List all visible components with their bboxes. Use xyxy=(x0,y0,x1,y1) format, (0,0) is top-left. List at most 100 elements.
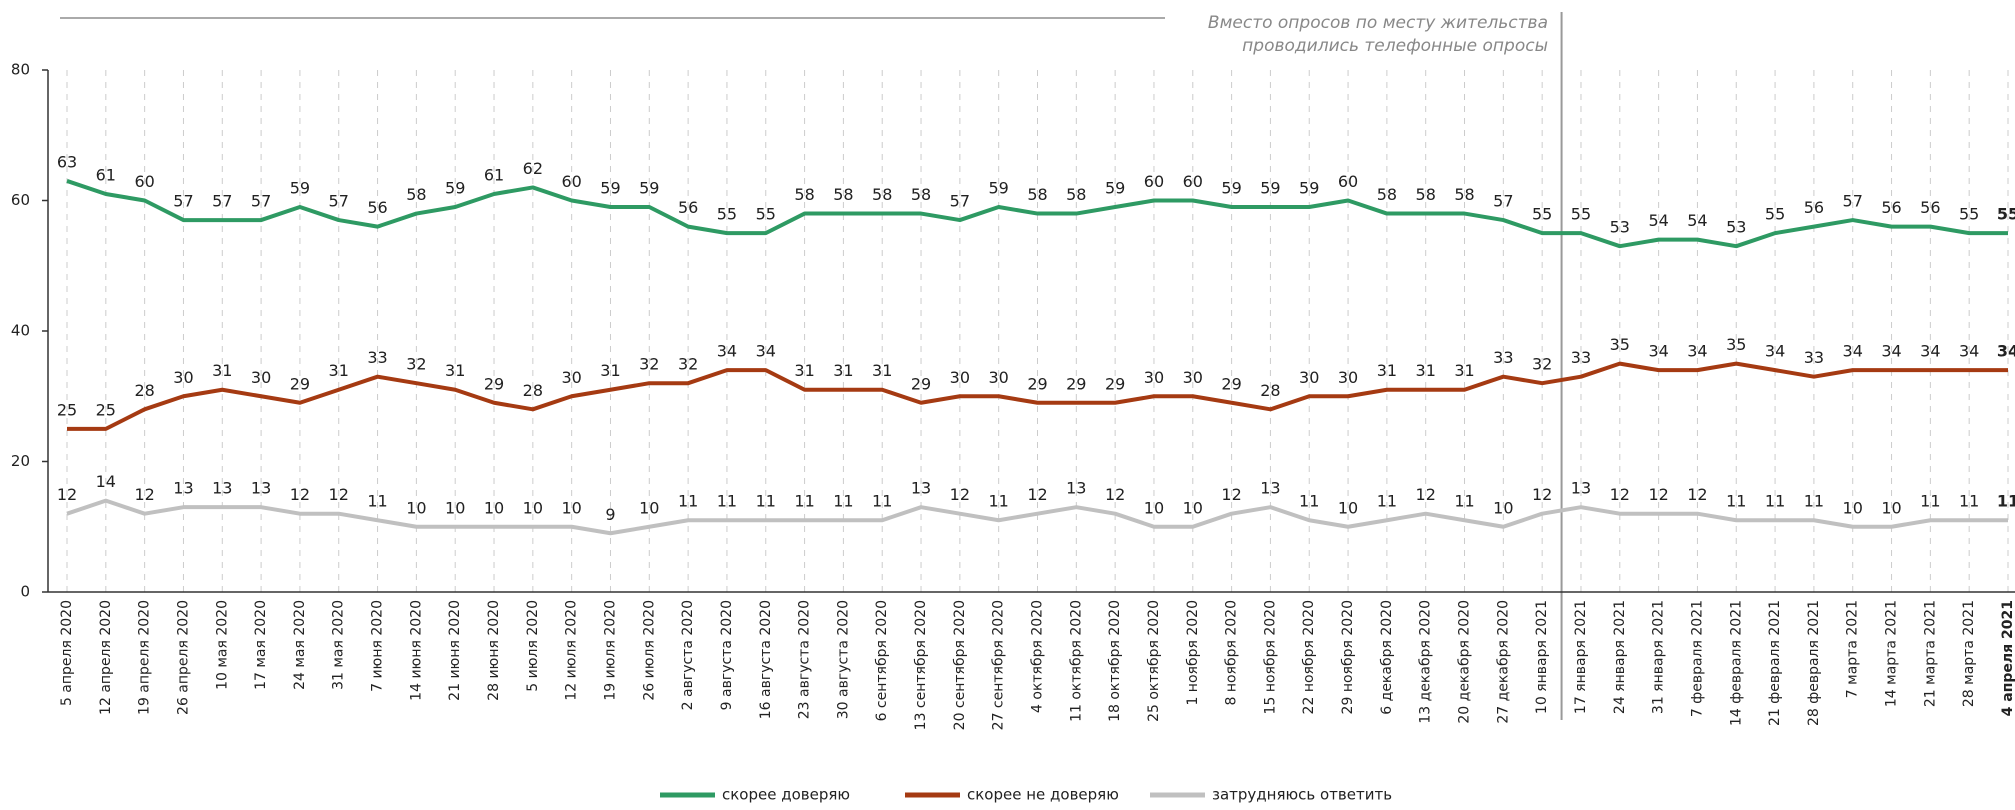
data-label: 31 xyxy=(445,361,465,380)
data-label: 30 xyxy=(989,368,1009,387)
data-label: 12 xyxy=(1687,485,1707,504)
data-label: 31 xyxy=(1416,361,1436,380)
data-label: 58 xyxy=(1377,185,1397,204)
data-label: 31 xyxy=(212,361,232,380)
x-tick-label: 24 января 2021 xyxy=(1612,600,1628,714)
data-label: 29 xyxy=(290,374,310,393)
data-label: 12 xyxy=(1105,485,1125,504)
data-label: 28 xyxy=(523,381,543,400)
data-label: 57 xyxy=(212,192,232,211)
data-label: 29 xyxy=(1221,374,1241,393)
data-label: 12 xyxy=(1416,485,1436,504)
data-label: 29 xyxy=(1066,374,1086,393)
x-tick-label: 17 мая 2020 xyxy=(253,600,269,690)
data-label: 57 xyxy=(1493,192,1513,211)
data-label: 11 xyxy=(1765,492,1785,511)
data-label: 10 xyxy=(523,498,543,517)
x-tick-label: 9 августа 2020 xyxy=(719,600,735,710)
data-label: 10 xyxy=(445,498,465,517)
data-label: 57 xyxy=(173,192,193,211)
x-tick-label: 26 апреля 2020 xyxy=(175,600,191,715)
x-tick-label: 21 февраля 2021 xyxy=(1767,600,1783,726)
data-label: 60 xyxy=(561,172,581,191)
data-label: 11 xyxy=(794,492,814,511)
data-label: 30 xyxy=(1338,368,1358,387)
data-label: 55 xyxy=(1959,205,1979,224)
data-label: 59 xyxy=(1105,179,1125,198)
data-label: 12 xyxy=(1221,485,1241,504)
data-label: 57 xyxy=(950,192,970,211)
data-label: 11 xyxy=(1726,492,1746,511)
data-label: 11 xyxy=(1959,492,1979,511)
data-label: 55 xyxy=(1532,205,1552,224)
x-tick-label: 13 декабря 2020 xyxy=(1418,600,1434,724)
x-tick-label: 30 августа 2020 xyxy=(835,600,851,719)
x-tick-label: 19 апреля 2020 xyxy=(137,600,153,715)
data-label: 56 xyxy=(367,198,387,217)
data-label: 29 xyxy=(484,374,504,393)
x-tick-label: 29 ноября 2020 xyxy=(1340,600,1356,714)
data-label: 12 xyxy=(950,485,970,504)
data-label: 10 xyxy=(1881,498,1901,517)
data-label: 58 xyxy=(794,185,814,204)
x-tick-label: 14 марта 2021 xyxy=(1884,600,1900,707)
data-label: 33 xyxy=(1571,348,1591,367)
data-label: 11 xyxy=(678,492,698,511)
data-label: 11 xyxy=(1377,492,1397,511)
data-label: 60 xyxy=(1144,172,1164,191)
data-label: 11 xyxy=(756,492,776,511)
data-label: 12 xyxy=(1648,485,1668,504)
data-label: 12 xyxy=(57,485,77,504)
data-label: 13 xyxy=(173,479,193,498)
series-line xyxy=(66,498,2008,536)
data-label: 59 xyxy=(639,179,659,198)
data-label: 55 xyxy=(717,205,737,224)
data-label: 25 xyxy=(96,400,116,419)
data-label: 30 xyxy=(1183,368,1203,387)
data-label: 34 xyxy=(1687,342,1707,361)
data-label: 33 xyxy=(1493,348,1513,367)
annotation: проводились телефонные опросы xyxy=(1242,36,1548,56)
x-tick-label: 14 июня 2020 xyxy=(408,600,424,701)
x-tick-label: 13 сентября 2020 xyxy=(913,600,929,730)
x-tick-label: 10 января 2021 xyxy=(1534,600,1550,714)
x-tick-label: 11 октября 2020 xyxy=(1068,600,1084,722)
data-label: 30 xyxy=(950,368,970,387)
x-tick-label: 16 августа 2020 xyxy=(758,600,774,719)
x-tick-label: 19 июля 2020 xyxy=(602,600,618,701)
data-label: 13 xyxy=(1260,479,1280,498)
data-label: 55 xyxy=(1571,205,1591,224)
annotation: Вместо опросов по месту жительства xyxy=(1208,13,1548,33)
data-label: 35 xyxy=(1610,335,1630,354)
data-label: 31 xyxy=(1454,361,1474,380)
data-label: 55 xyxy=(1997,205,2015,224)
data-label: 32 xyxy=(639,355,659,374)
data-label: 11 xyxy=(717,492,737,511)
data-label: 58 xyxy=(406,185,426,204)
data-label: 10 xyxy=(1493,498,1513,517)
x-tick-label: 31 января 2021 xyxy=(1651,600,1667,714)
legend-label: скорее доверяю xyxy=(722,786,850,804)
data-label: 31 xyxy=(1377,361,1397,380)
x-tick-label: 31 мая 2020 xyxy=(331,600,347,690)
data-label: 30 xyxy=(173,368,193,387)
data-label: 29 xyxy=(1105,374,1125,393)
x-tick-label: 8 ноября 2020 xyxy=(1224,600,1240,706)
data-label: 10 xyxy=(1144,498,1164,517)
data-label: 59 xyxy=(989,179,1009,198)
y-tick-label: 0 xyxy=(20,583,30,601)
x-tick-label: 12 июля 2020 xyxy=(564,600,580,701)
data-label: 58 xyxy=(872,185,892,204)
data-label: 31 xyxy=(833,361,853,380)
data-label: 31 xyxy=(794,361,814,380)
data-label: 12 xyxy=(1532,485,1552,504)
data-label: 53 xyxy=(1726,218,1746,237)
data-label: 55 xyxy=(1765,205,1785,224)
legend-label: затрудняюсь ответить xyxy=(1212,786,1392,804)
data-label: 58 xyxy=(1027,185,1047,204)
data-label: 34 xyxy=(1959,342,1979,361)
data-label: 9 xyxy=(605,505,615,524)
x-tick-label: 7 июня 2020 xyxy=(370,600,386,692)
x-tick-label: 2 августа 2020 xyxy=(680,600,696,710)
data-label: 32 xyxy=(1532,355,1552,374)
